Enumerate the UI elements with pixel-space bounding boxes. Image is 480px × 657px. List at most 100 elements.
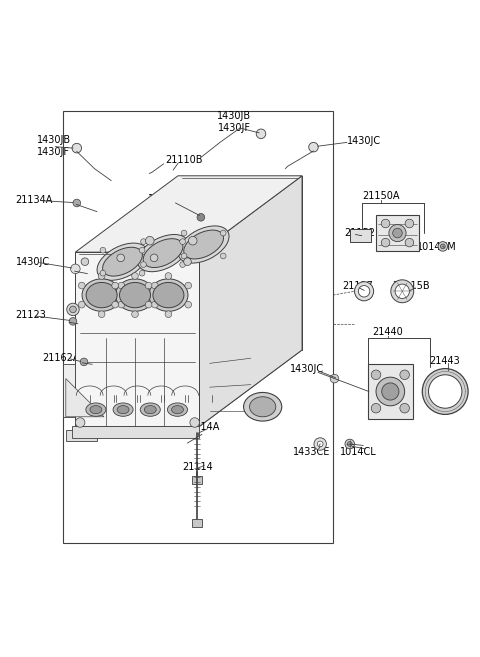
Circle shape bbox=[100, 270, 106, 276]
Circle shape bbox=[145, 283, 152, 289]
Circle shape bbox=[185, 283, 192, 289]
Circle shape bbox=[78, 302, 85, 308]
Circle shape bbox=[118, 302, 125, 308]
Polygon shape bbox=[178, 176, 302, 350]
Polygon shape bbox=[199, 176, 302, 426]
Text: 1433CE: 1433CE bbox=[293, 447, 331, 457]
Circle shape bbox=[359, 286, 370, 297]
Circle shape bbox=[118, 283, 125, 289]
Circle shape bbox=[152, 302, 158, 308]
Circle shape bbox=[181, 253, 187, 259]
Text: 1430JC: 1430JC bbox=[347, 137, 381, 147]
Circle shape bbox=[393, 228, 402, 238]
Circle shape bbox=[317, 441, 323, 447]
Ellipse shape bbox=[138, 235, 189, 272]
Polygon shape bbox=[66, 430, 97, 441]
Circle shape bbox=[67, 304, 79, 315]
Circle shape bbox=[256, 129, 266, 139]
Text: 21123: 21123 bbox=[16, 310, 47, 320]
Circle shape bbox=[141, 238, 146, 244]
Circle shape bbox=[73, 199, 81, 207]
Circle shape bbox=[405, 219, 414, 228]
Circle shape bbox=[382, 383, 399, 400]
Circle shape bbox=[220, 230, 226, 236]
Circle shape bbox=[376, 377, 405, 406]
Text: 1430JC: 1430JC bbox=[290, 364, 324, 374]
Circle shape bbox=[112, 283, 119, 289]
Circle shape bbox=[145, 237, 154, 245]
Ellipse shape bbox=[184, 230, 224, 259]
Circle shape bbox=[69, 317, 77, 325]
Text: 21114A: 21114A bbox=[183, 422, 220, 432]
Circle shape bbox=[197, 214, 204, 221]
Bar bbox=[368, 364, 413, 419]
Ellipse shape bbox=[250, 397, 276, 417]
Ellipse shape bbox=[178, 226, 229, 263]
Circle shape bbox=[395, 284, 409, 298]
Circle shape bbox=[185, 302, 192, 308]
Text: 1430JB
1430JF: 1430JB 1430JF bbox=[37, 135, 72, 156]
Circle shape bbox=[139, 247, 145, 253]
Circle shape bbox=[381, 238, 390, 247]
Text: 21443: 21443 bbox=[430, 356, 460, 366]
Circle shape bbox=[189, 237, 197, 245]
Circle shape bbox=[184, 258, 192, 265]
Bar bbox=[63, 112, 333, 543]
Ellipse shape bbox=[97, 243, 148, 281]
Ellipse shape bbox=[82, 279, 121, 311]
Circle shape bbox=[98, 273, 105, 279]
Circle shape bbox=[400, 403, 409, 413]
Circle shape bbox=[391, 280, 414, 303]
Ellipse shape bbox=[143, 238, 183, 267]
Circle shape bbox=[180, 261, 185, 267]
Ellipse shape bbox=[140, 403, 160, 417]
Ellipse shape bbox=[153, 283, 184, 307]
Circle shape bbox=[181, 230, 187, 236]
Ellipse shape bbox=[243, 392, 282, 421]
Circle shape bbox=[190, 418, 199, 427]
Ellipse shape bbox=[86, 403, 106, 417]
Circle shape bbox=[389, 225, 406, 242]
Text: 21114: 21114 bbox=[183, 462, 214, 472]
FancyBboxPatch shape bbox=[376, 215, 419, 251]
Ellipse shape bbox=[90, 405, 102, 414]
Ellipse shape bbox=[86, 283, 117, 307]
Circle shape bbox=[429, 374, 462, 408]
Circle shape bbox=[139, 270, 145, 276]
Circle shape bbox=[165, 273, 172, 279]
Text: 21134A: 21134A bbox=[16, 194, 53, 204]
Circle shape bbox=[309, 143, 318, 152]
Polygon shape bbox=[75, 252, 199, 426]
Circle shape bbox=[348, 442, 352, 446]
Circle shape bbox=[145, 302, 152, 308]
Text: 21117: 21117 bbox=[342, 281, 373, 290]
Text: 1571TC: 1571TC bbox=[148, 194, 184, 204]
Text: 21110B: 21110B bbox=[166, 155, 203, 165]
Circle shape bbox=[441, 244, 445, 249]
Circle shape bbox=[355, 282, 373, 301]
Circle shape bbox=[422, 369, 468, 415]
Ellipse shape bbox=[120, 283, 151, 307]
Circle shape bbox=[381, 219, 390, 228]
Polygon shape bbox=[75, 350, 302, 426]
Circle shape bbox=[330, 374, 339, 383]
Ellipse shape bbox=[103, 247, 143, 276]
Circle shape bbox=[152, 283, 158, 289]
Text: 1014CL: 1014CL bbox=[340, 447, 377, 457]
Ellipse shape bbox=[149, 279, 188, 311]
Bar bbox=[350, 229, 371, 242]
Polygon shape bbox=[75, 176, 302, 252]
Circle shape bbox=[71, 264, 80, 273]
Circle shape bbox=[72, 143, 82, 153]
Circle shape bbox=[165, 311, 172, 317]
Circle shape bbox=[345, 440, 355, 449]
Ellipse shape bbox=[144, 405, 156, 414]
Text: 21440: 21440 bbox=[372, 327, 403, 337]
Text: 21152: 21152 bbox=[344, 228, 375, 238]
Ellipse shape bbox=[171, 405, 183, 414]
Circle shape bbox=[371, 403, 381, 413]
Ellipse shape bbox=[113, 403, 133, 417]
Text: 1430JC: 1430JC bbox=[16, 257, 50, 267]
Circle shape bbox=[80, 358, 88, 366]
Circle shape bbox=[100, 247, 106, 253]
